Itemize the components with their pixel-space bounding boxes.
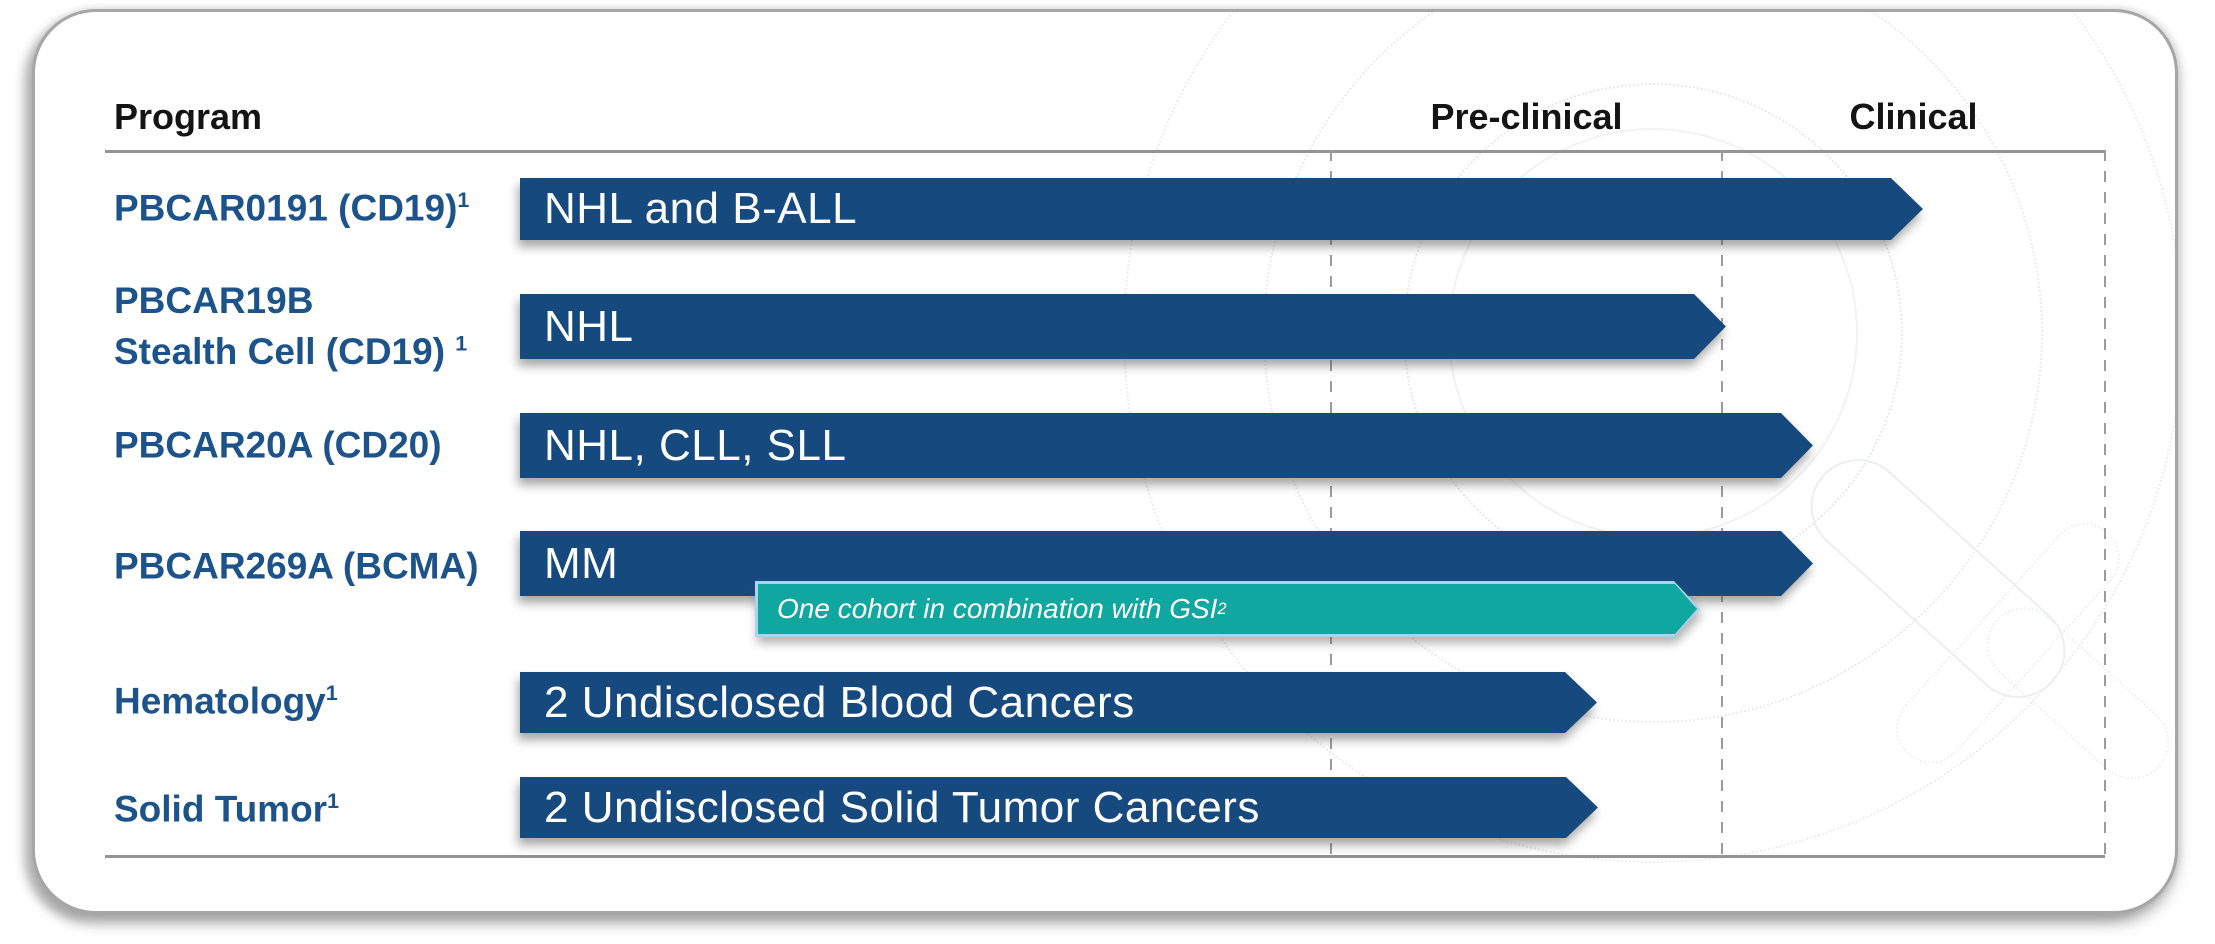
program-label: Hematology1 xyxy=(114,675,338,726)
program-label-line: Hematology xyxy=(114,680,326,722)
program-label-line: Stealth Cell (CD19) 1 xyxy=(114,326,467,377)
program-label-line-text: Stealth Cell (CD19) xyxy=(114,331,456,372)
indication-arrow-shape: NHL and B-ALL xyxy=(520,178,1923,240)
gsi-combination-arrow-fill xyxy=(758,584,1697,634)
footnote-superscript: 1 xyxy=(325,681,338,706)
program-label: PBCAR269A (BCMA) xyxy=(114,540,479,591)
indication-arrow-shape: 2 Undisclosed Solid Tumor Cancers xyxy=(520,777,1598,838)
program-label: PBCAR20A (CD20) xyxy=(114,419,442,470)
program-label-line: PBCAR20A (CD20) xyxy=(114,424,442,466)
program-label-line: Solid Tumor xyxy=(114,788,328,830)
bottom-rule xyxy=(105,855,2105,858)
indication-arrow-shape: 2 Undisclosed Blood Cancers xyxy=(520,672,1597,733)
column-header-clinical: Clinical xyxy=(1849,96,1978,137)
program-label-line: PBCAR19B xyxy=(114,279,314,321)
indication-arrow: 2 Undisclosed Solid Tumor Cancers xyxy=(520,777,1598,838)
footnote-superscript: 1 xyxy=(327,789,340,814)
indication-text: NHL and B-ALL xyxy=(544,184,858,233)
indication-text: 2 Undisclosed Solid Tumor Cancers xyxy=(544,782,1260,832)
program-label: PBCAR0191 (CD19)1 xyxy=(114,182,469,233)
footnote-superscript: 1 xyxy=(455,331,468,356)
indication-arrow-shape: NHL, CLL, SLL xyxy=(520,413,1813,478)
indication-text: 2 Undisclosed Blood Cancers xyxy=(544,677,1135,727)
program-label: Solid Tumor1 xyxy=(114,783,339,834)
gsi-combination-arrow: One cohort in combination with GSI 2 xyxy=(755,581,1700,637)
stage-divider-dashed-line xyxy=(1330,150,1332,858)
indication-text: NHL, CLL, SLL xyxy=(544,420,847,470)
header-rule xyxy=(105,150,2105,153)
indication-arrow: NHL xyxy=(520,294,1726,359)
indication-arrow-shape: NHL xyxy=(520,294,1726,359)
indication-arrow: 2 Undisclosed Blood Cancers xyxy=(520,672,1597,733)
footnote-superscript: 1 xyxy=(457,188,470,213)
gsi-combination-arrow-border: One cohort in combination with GSI 2 xyxy=(755,581,1700,637)
gsi-combination-text: One cohort in combination with GSI 2 xyxy=(777,593,1227,624)
program-label-line: PBCAR269A (BCMA) xyxy=(114,545,479,587)
indication-arrow: NHL and B-ALL xyxy=(520,178,1923,240)
column-header-preclinical: Pre-clinical xyxy=(1430,96,1623,137)
indication-text: NHL xyxy=(544,301,634,351)
program-label-line: PBCAR0191 (CD19) xyxy=(114,187,458,229)
program-label: PBCAR19B Stealth Cell (CD19) 1 xyxy=(114,275,467,377)
stage-divider-dashed-line xyxy=(1721,150,1723,858)
stage-divider-dashed-line xyxy=(2104,150,2106,858)
gsi-combination-text-main: One cohort in combination with GSI xyxy=(777,593,1218,624)
indication-text: MM xyxy=(544,538,619,588)
indication-arrow: NHL, CLL, SLL xyxy=(520,413,1813,478)
column-header-program: Program xyxy=(114,96,263,137)
